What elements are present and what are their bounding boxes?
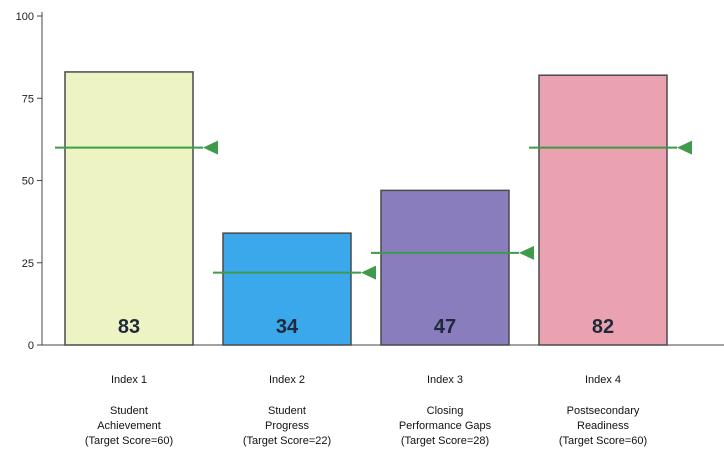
y-tick-label: 75 [22, 93, 34, 105]
bar-value-label: 47 [434, 316, 456, 338]
bar-value-label: 82 [592, 316, 614, 338]
bar [64, 71, 194, 346]
target-marker [519, 245, 534, 260]
category-description-line: Student [110, 405, 148, 417]
category-label: Index 3 [427, 374, 463, 386]
category-label: Index 1 [111, 374, 147, 386]
bar [538, 74, 668, 346]
y-tick-label: 100 [16, 11, 34, 23]
target-marker [203, 140, 218, 155]
target-marker [677, 140, 692, 155]
category-description-line: Performance Gaps [399, 420, 492, 432]
bar-value-label: 34 [276, 316, 299, 338]
category-description-line: Progress [265, 420, 310, 432]
bar [380, 189, 510, 346]
x-labels-group: Index 1 Student Achievement (Target Score=6… [85, 374, 647, 447]
y-tick-label: 25 [22, 258, 34, 270]
y-tick-label: 50 [22, 176, 34, 188]
category-description-line: Readiness [577, 420, 629, 432]
category-description-line: Closing [427, 405, 464, 417]
category-description-line: (Target Score=22) [243, 435, 331, 447]
category-description-line: Postsecondary [567, 405, 640, 417]
bars-group: 83 34 47 82 [64, 71, 668, 346]
category-description-line: Achievement [97, 420, 161, 432]
category-description-line: Student [268, 405, 306, 417]
category-description-line: (Target Score=28) [401, 435, 489, 447]
y-tick-label: 0 [28, 340, 34, 352]
bar [222, 232, 352, 346]
bar-value-label: 83 [118, 316, 140, 338]
category-label: Index 2 [269, 374, 305, 386]
target-marker [361, 265, 376, 280]
category-description-line: (Target Score=60) [559, 435, 647, 447]
category-description-line: (Target Score=60) [85, 435, 173, 447]
category-label: Index 4 [585, 374, 621, 386]
target-markers-group [55, 140, 692, 280]
